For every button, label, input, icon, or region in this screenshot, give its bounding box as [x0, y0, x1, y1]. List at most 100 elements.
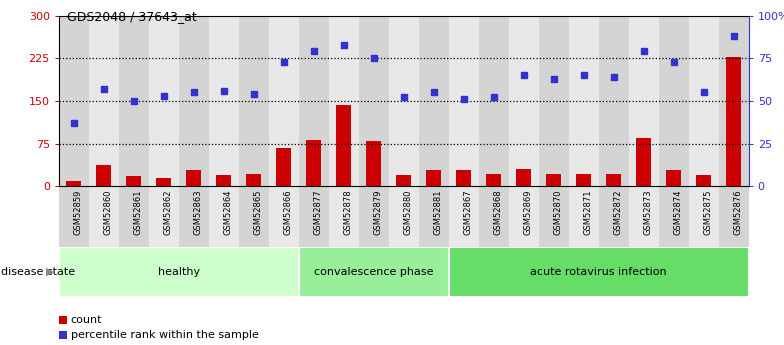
Point	[578, 72, 590, 78]
Bar	[486, 174, 501, 186]
Bar	[149, 16, 179, 186]
Bar	[719, 16, 749, 186]
Point	[128, 98, 140, 104]
Text: GSM52860: GSM52860	[103, 189, 113, 235]
Point	[517, 72, 530, 78]
Text: GSM52868: GSM52868	[494, 189, 503, 235]
Point	[158, 93, 170, 99]
Text: percentile rank within the sample: percentile rank within the sample	[71, 330, 259, 340]
Bar	[448, 247, 749, 297]
Bar	[576, 174, 591, 186]
Bar	[67, 181, 82, 186]
Point	[278, 59, 290, 65]
Bar	[696, 175, 711, 186]
Bar	[299, 247, 448, 297]
Bar	[568, 16, 599, 186]
Text: GSM52873: GSM52873	[644, 189, 653, 235]
Bar	[209, 186, 239, 247]
Bar	[328, 16, 359, 186]
Point	[397, 95, 410, 100]
Text: count: count	[71, 315, 103, 325]
Bar	[479, 186, 509, 247]
Text: GSM52863: GSM52863	[194, 189, 203, 235]
Bar	[726, 57, 741, 186]
Point	[488, 95, 500, 100]
Text: GSM52865: GSM52865	[254, 189, 263, 235]
Bar	[666, 170, 681, 186]
Bar	[396, 175, 412, 186]
Text: GSM52881: GSM52881	[434, 189, 443, 235]
Text: GSM52861: GSM52861	[134, 189, 143, 235]
Bar	[359, 186, 389, 247]
Point	[427, 90, 440, 95]
Text: GDS2048 / 37643_at: GDS2048 / 37643_at	[67, 10, 196, 23]
Bar	[59, 331, 67, 339]
Bar	[59, 247, 299, 297]
Bar	[448, 186, 479, 247]
Text: GSM52876: GSM52876	[734, 189, 742, 235]
Text: GSM52875: GSM52875	[704, 189, 713, 235]
Text: GSM52869: GSM52869	[524, 189, 533, 235]
Point	[667, 59, 680, 65]
Point	[368, 56, 380, 61]
Bar	[209, 16, 239, 186]
Bar	[637, 138, 652, 186]
Bar	[456, 170, 471, 186]
Bar	[299, 16, 328, 186]
Text: healthy: healthy	[158, 267, 200, 277]
Text: acute rotavirus infection: acute rotavirus infection	[531, 267, 667, 277]
Bar	[509, 16, 539, 186]
Bar	[126, 176, 141, 186]
Bar	[659, 186, 688, 247]
Bar	[419, 16, 448, 186]
Bar	[89, 186, 119, 247]
Bar	[276, 148, 292, 186]
Bar	[688, 186, 719, 247]
Bar	[629, 186, 659, 247]
Bar	[539, 16, 568, 186]
Bar	[59, 186, 89, 247]
Bar	[426, 170, 441, 186]
Point	[187, 90, 200, 95]
Text: GSM52859: GSM52859	[74, 189, 83, 235]
Bar	[419, 186, 448, 247]
Bar	[568, 186, 599, 247]
Bar	[448, 16, 479, 186]
Point	[337, 42, 350, 47]
Text: GSM52862: GSM52862	[164, 189, 172, 235]
Bar	[269, 186, 299, 247]
Text: GSM52864: GSM52864	[223, 189, 233, 235]
Text: ▶: ▶	[46, 267, 55, 277]
Bar	[299, 186, 328, 247]
Text: GSM52871: GSM52871	[584, 189, 593, 235]
Bar	[156, 178, 171, 186]
Bar	[328, 186, 359, 247]
Point	[67, 120, 80, 126]
Bar	[659, 16, 688, 186]
Point	[307, 49, 320, 54]
Bar	[366, 141, 381, 186]
Text: GSM52866: GSM52866	[284, 189, 292, 235]
Bar	[269, 16, 299, 186]
Bar	[599, 16, 629, 186]
Text: GSM52872: GSM52872	[614, 189, 622, 235]
Bar	[688, 16, 719, 186]
Bar	[719, 186, 749, 247]
Text: GSM52877: GSM52877	[314, 189, 323, 235]
Point	[248, 91, 260, 97]
Bar	[307, 140, 321, 186]
Bar	[479, 16, 509, 186]
Bar	[509, 186, 539, 247]
Bar	[336, 105, 351, 186]
Bar	[239, 16, 269, 186]
Bar	[389, 186, 419, 247]
Bar	[599, 186, 629, 247]
Bar	[389, 16, 419, 186]
Bar	[246, 174, 261, 186]
Text: GSM52874: GSM52874	[673, 189, 683, 235]
Bar	[239, 186, 269, 247]
Bar	[516, 169, 532, 186]
Point	[458, 97, 470, 102]
Point	[637, 49, 650, 54]
Bar	[179, 16, 209, 186]
